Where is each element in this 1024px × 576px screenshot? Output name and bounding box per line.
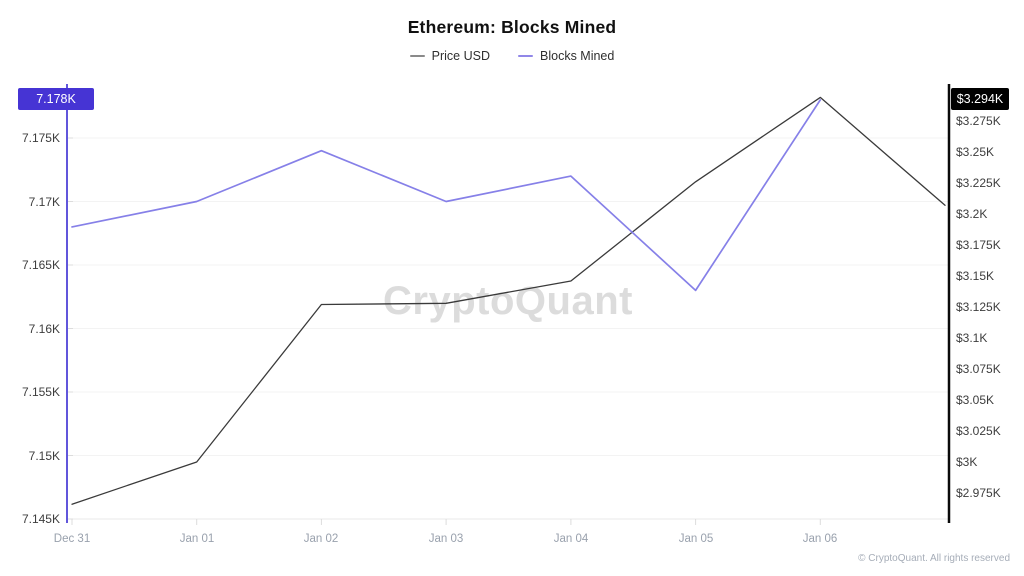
x-axis-tick-label: Jan 06: [802, 533, 838, 545]
legend-label-price-usd: Price USD: [431, 49, 490, 63]
left-axis-tick-label: 7.175K: [21, 131, 60, 145]
right-axis-tick-label: $3.225K: [956, 176, 1001, 190]
x-axis-tick-label: Jan 01: [179, 533, 215, 545]
right-axis-tick-label: $3.1K: [956, 331, 988, 345]
chart-legend: Price USD Blocks Mined: [0, 49, 1024, 63]
price-usd-line-swatch-icon: [409, 55, 425, 57]
right-axis-tick-label: $3.075K: [956, 362, 1001, 376]
left-axis-tick-label: 7.165K: [21, 258, 60, 272]
right-axis-tick-label: $3.175K: [956, 238, 1001, 252]
x-axis-tick-label: Jan 05: [678, 533, 714, 545]
x-axis-tick-label: Dec 31: [53, 533, 91, 545]
left-axis-tick-label: 7.16K: [28, 322, 60, 336]
x-axis-tick-label: Jan 04: [553, 533, 589, 545]
left-axis-tick-label: 7.17K: [28, 195, 60, 209]
legend-item-price-usd[interactable]: Price USD: [409, 49, 490, 63]
chart-title: Ethereum: Blocks Mined: [407, 17, 617, 37]
right-axis-tick-label: $3K: [956, 455, 978, 469]
x-axis-tick-label: Jan 03: [428, 533, 464, 545]
right-axis-tick-label: $2.975K: [956, 486, 1001, 500]
blocks-mined-line-swatch-icon: [518, 55, 533, 57]
series-line-price-usd: [71, 96, 946, 505]
series-line-blocks-mined: [71, 99, 822, 292]
right-axis-tick-label: $3.025K: [956, 424, 1001, 438]
price-usd-value-badge: $3.294K: [951, 88, 1009, 110]
legend-item-blocks-mined[interactable]: Blocks Mined: [518, 49, 614, 63]
left-axis-tick-label: 7.145K: [21, 512, 60, 526]
right-axis-tick-label: $3.275K: [956, 114, 1001, 128]
x-axis-tick-label: Jan 02: [303, 533, 339, 545]
right-axis-tick-label: $3.25K: [956, 145, 995, 159]
right-axis-tick-label: $3.15K: [956, 269, 995, 283]
left-axis-tick-label: 7.15K: [28, 449, 60, 463]
legend-label-blocks-mined: Blocks Mined: [540, 49, 615, 63]
right-axis-tick-label: $3.125K: [956, 300, 1001, 314]
right-axis-tick-label: $3.2K: [956, 207, 988, 221]
right-axis-tick-label: $3.05K: [956, 393, 995, 407]
left-axis-tick-label: 7.155K: [21, 385, 60, 399]
copyright-footer: © CryptoQuant. All rights reserved: [858, 553, 1010, 564]
blocks-mined-value-badge: 7.178K: [18, 88, 94, 110]
